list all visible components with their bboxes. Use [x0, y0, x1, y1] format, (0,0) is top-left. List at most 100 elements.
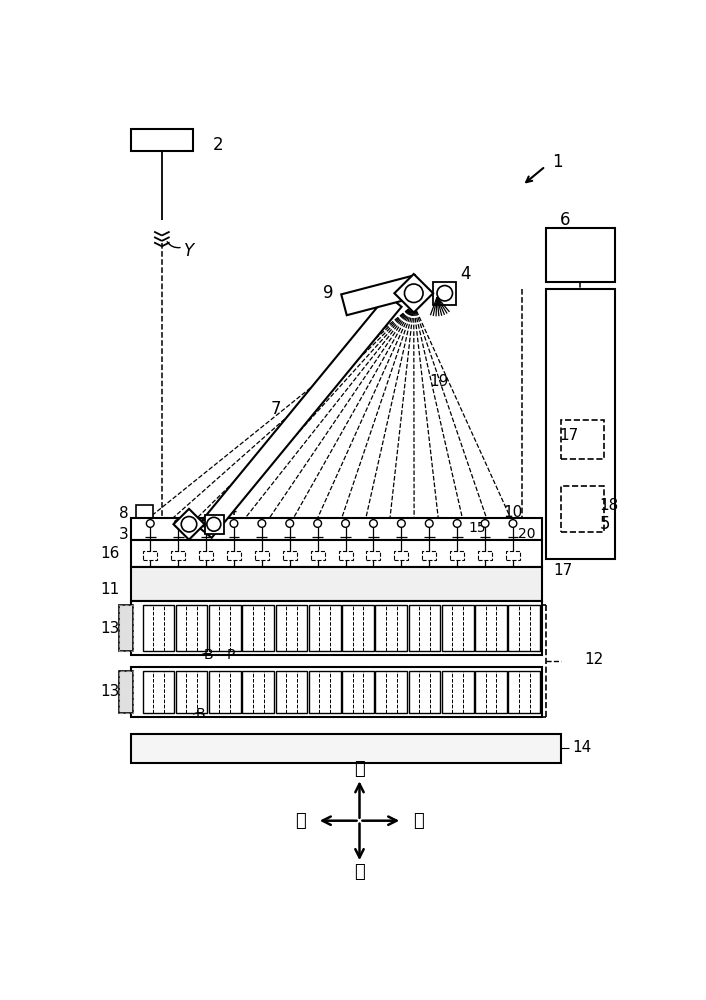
Bar	[409, 671, 441, 713]
Text: 1: 1	[551, 153, 562, 171]
Text: B: B	[203, 648, 213, 662]
Text: 上: 上	[354, 760, 365, 778]
Text: 后: 后	[413, 812, 424, 830]
Bar	[442, 605, 474, 651]
Circle shape	[174, 520, 182, 527]
Bar	[131, 734, 561, 763]
Bar	[376, 605, 407, 651]
Bar	[131, 567, 542, 601]
Bar	[176, 605, 208, 651]
Text: 8: 8	[119, 506, 128, 521]
Text: Y: Y	[184, 242, 194, 260]
Text: 10: 10	[503, 505, 522, 520]
Bar	[339, 551, 352, 560]
Polygon shape	[341, 275, 420, 315]
Text: 14: 14	[573, 740, 592, 755]
Bar	[309, 605, 340, 651]
Circle shape	[405, 284, 423, 302]
Text: 16: 16	[100, 546, 119, 561]
Circle shape	[481, 520, 489, 527]
Bar	[450, 551, 464, 560]
Bar	[205, 515, 224, 534]
Bar	[143, 605, 174, 651]
Circle shape	[202, 520, 210, 527]
Bar	[131, 601, 542, 655]
Bar	[227, 551, 241, 560]
Text: 4: 4	[226, 501, 237, 519]
Bar	[131, 540, 542, 567]
Text: 9: 9	[323, 284, 334, 302]
Bar	[546, 228, 615, 282]
Text: B: B	[196, 707, 205, 721]
Bar	[275, 671, 307, 713]
Bar	[508, 605, 540, 651]
Text: P: P	[226, 648, 234, 662]
Bar	[131, 667, 542, 717]
Text: 19: 19	[429, 374, 448, 389]
Circle shape	[342, 520, 349, 527]
Circle shape	[230, 520, 238, 527]
Text: 12: 12	[585, 652, 604, 666]
Text: 3: 3	[119, 527, 128, 542]
Bar	[242, 605, 274, 651]
Bar	[442, 671, 474, 713]
Bar	[143, 671, 174, 713]
Bar	[508, 671, 540, 713]
Circle shape	[509, 520, 517, 527]
Bar	[199, 551, 213, 560]
Text: 13: 13	[100, 621, 119, 636]
Bar	[176, 671, 208, 713]
Text: 6: 6	[559, 211, 570, 229]
Text: 下: 下	[354, 863, 365, 881]
Bar	[131, 129, 193, 151]
Bar	[561, 420, 604, 459]
Text: 2: 2	[213, 136, 223, 154]
Text: 17: 17	[559, 428, 579, 443]
Text: 20: 20	[518, 527, 536, 541]
Circle shape	[453, 520, 461, 527]
Circle shape	[426, 520, 433, 527]
Bar	[119, 605, 133, 651]
Bar	[475, 605, 507, 651]
Polygon shape	[395, 274, 433, 312]
Bar	[311, 551, 325, 560]
Bar	[119, 671, 133, 713]
Bar	[131, 518, 542, 540]
Polygon shape	[174, 509, 205, 540]
Bar	[409, 605, 441, 651]
Bar	[366, 551, 381, 560]
Bar	[255, 551, 269, 560]
Bar	[171, 551, 185, 560]
Circle shape	[146, 520, 154, 527]
Bar	[376, 671, 407, 713]
Circle shape	[313, 520, 321, 527]
Bar	[506, 551, 520, 560]
Circle shape	[207, 517, 221, 531]
Text: 7: 7	[271, 400, 282, 418]
Text: 17: 17	[554, 563, 573, 578]
Bar	[242, 671, 274, 713]
Bar	[309, 671, 340, 713]
Bar	[119, 671, 133, 713]
Bar	[478, 551, 492, 560]
Text: 18: 18	[600, 497, 619, 512]
Bar	[433, 282, 456, 305]
Bar	[422, 551, 436, 560]
Bar	[475, 671, 507, 713]
Circle shape	[437, 286, 453, 301]
Bar	[395, 551, 408, 560]
Circle shape	[369, 520, 377, 527]
Text: 13: 13	[100, 684, 119, 699]
Circle shape	[397, 520, 405, 527]
Bar	[283, 551, 297, 560]
Bar	[342, 605, 373, 651]
Text: 15: 15	[468, 521, 486, 535]
Bar	[119, 605, 133, 651]
Polygon shape	[197, 295, 402, 538]
Bar	[209, 671, 241, 713]
Bar	[275, 605, 307, 651]
Bar	[561, 486, 604, 532]
Text: 5: 5	[600, 515, 610, 533]
Circle shape	[258, 520, 265, 527]
Circle shape	[181, 517, 197, 532]
